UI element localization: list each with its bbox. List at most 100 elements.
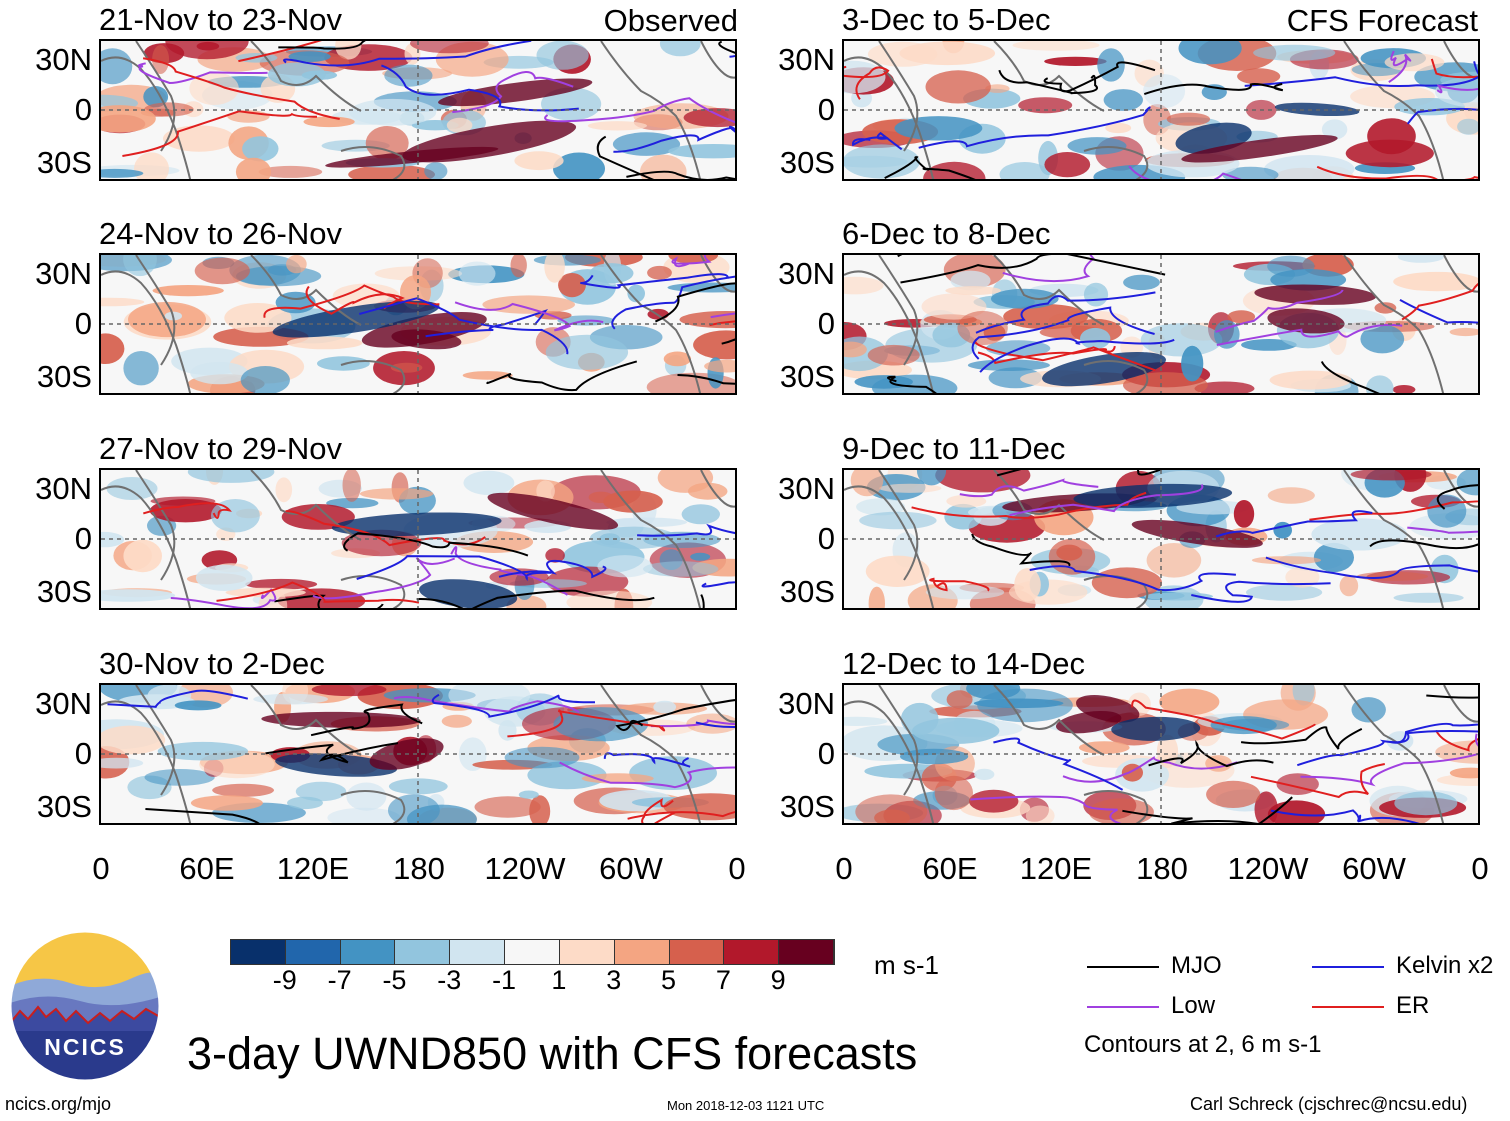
units-label: m s-1 (874, 950, 939, 980)
lat-tick-label: 0 (817, 306, 835, 341)
lon-tick-label: 120W (1227, 851, 1309, 886)
wind-anomaly-map (844, 41, 1478, 179)
lat-tick-label: 30N (778, 42, 835, 77)
colorbar-tick-label: -3 (437, 965, 462, 995)
lat-tick-label: 30S (779, 359, 835, 394)
lat-tick-label: 30S (36, 574, 92, 609)
map-panel (99, 468, 737, 610)
main-title: 3-day UWND850 with CFS forecasts (187, 1028, 918, 1079)
wind-anomaly-map (844, 255, 1478, 393)
lat-tick-label: 30N (35, 42, 92, 77)
lon-tick-label: 60E (179, 851, 235, 886)
panel-title: 24-Nov to 26-Nov (99, 216, 342, 251)
lat-tick-label: 0 (74, 306, 92, 341)
colorbar-swatch (724, 940, 780, 964)
colorbar-tick-label: -1 (492, 965, 517, 995)
colorbar-swatch (340, 940, 396, 964)
colorbar-swatch (669, 940, 725, 964)
lat-tick-label: 30S (36, 359, 92, 394)
panel-title: 27-Nov to 29-Nov (99, 431, 342, 466)
lat-tick-label: 30S (779, 145, 835, 180)
colorbar-tick-label: -5 (382, 965, 407, 995)
colorbar-swatch (285, 940, 341, 964)
lat-tick-label: 0 (817, 736, 835, 771)
lon-tick-label: 60W (599, 851, 663, 886)
colorbar-tick-label: 5 (661, 965, 677, 995)
colorbar-swatch (559, 940, 615, 964)
lat-tick-label: 0 (74, 521, 92, 556)
timestamp: Mon 2018-12-03 1121 UTC (667, 1098, 825, 1113)
wind-anomaly-map (844, 685, 1478, 823)
lon-tick-label: 120W (484, 851, 566, 886)
lat-tick-label: 30S (36, 789, 92, 824)
colorbar-tick-label: 9 (770, 965, 786, 995)
legend-line (1087, 966, 1159, 968)
legend-line (1312, 966, 1384, 968)
legend-label: Kelvin x2 (1396, 952, 1494, 979)
contour-note: Contours at 2, 6 m s-1 (1084, 1031, 1322, 1058)
legend-label: MJO (1171, 952, 1222, 979)
wind-anomaly-map (101, 255, 735, 393)
colorbar-tick-label: -9 (272, 965, 297, 995)
map-panel (842, 683, 1480, 825)
lon-tick-label: 0 (835, 851, 853, 886)
lon-tick-label: 120E (276, 851, 350, 886)
lon-tick-label: 180 (1136, 851, 1188, 886)
panel-title: 6-Dec to 8-Dec (842, 216, 1051, 251)
lat-tick-label: 30N (778, 471, 835, 506)
panel-title: 9-Dec to 11-Dec (842, 431, 1066, 466)
lat-tick-label: 30N (778, 256, 835, 291)
wind-anomaly-map (101, 41, 735, 179)
lat-tick-label: 0 (74, 92, 92, 127)
lat-tick-label: 30N (35, 686, 92, 721)
lat-tick-label: 30S (36, 145, 92, 180)
lat-tick-label: 30N (778, 686, 835, 721)
lon-tick-label: 0 (1471, 851, 1489, 886)
legend-label: Low (1171, 992, 1216, 1019)
credit: Carl Schreck (cjschrec@ncsu.edu) (1190, 1094, 1468, 1114)
lon-tick-label: 0 (92, 851, 110, 886)
lat-tick-label: 30N (35, 471, 92, 506)
map-panel (99, 253, 737, 395)
ncics-logo: NCICS (10, 931, 160, 1081)
lat-tick-label: 0 (74, 736, 92, 771)
legend-line (1312, 1006, 1384, 1008)
wind-anomaly-map (844, 470, 1478, 608)
map-panel (99, 39, 737, 181)
lat-tick-label: 0 (817, 521, 835, 556)
wind-anomaly-map (101, 470, 735, 608)
panel-title: 21-Nov to 23-Nov (99, 2, 342, 37)
legend-label: ER (1396, 992, 1430, 1019)
map-panel (842, 39, 1480, 181)
colorbar-swatch (779, 940, 834, 964)
colorbar (230, 939, 835, 965)
map-panel (842, 253, 1480, 395)
colorbar-swatch (505, 940, 560, 964)
colorbar-swatch (395, 940, 451, 964)
lat-tick-label: 30S (779, 789, 835, 824)
colorbar-tick-label: 3 (606, 965, 622, 995)
lat-tick-label: 30N (35, 256, 92, 291)
svg-text:NCICS: NCICS (44, 1034, 126, 1060)
colorbar-tick-label: -7 (327, 965, 352, 995)
site-url[interactable]: ncics.org/mjo (5, 1094, 112, 1114)
lon-tick-label: 120E (1019, 851, 1093, 886)
colorbar-tick-label: 7 (715, 965, 731, 995)
colorbar-swatch (614, 940, 670, 964)
lon-tick-label: 60W (1342, 851, 1406, 886)
colorbar-swatch (450, 940, 506, 964)
panel-title: 12-Dec to 14-Dec (842, 646, 1085, 681)
colorbar-swatch (231, 940, 286, 964)
lon-tick-label: 60E (922, 851, 978, 886)
forecast-label: CFS Forecast (1286, 3, 1478, 38)
panel-title: 3-Dec to 5-Dec (842, 2, 1051, 37)
lon-tick-label: 180 (393, 851, 445, 886)
lat-tick-label: 0 (817, 92, 835, 127)
colorbar-tick-label: 1 (551, 965, 567, 995)
panel-title: 30-Nov to 2-Dec (99, 646, 325, 681)
wind-anomaly-map (101, 685, 735, 823)
observed-label: Observed (603, 3, 738, 38)
map-panel (99, 683, 737, 825)
lon-tick-label: 0 (728, 851, 746, 886)
map-panel (842, 468, 1480, 610)
